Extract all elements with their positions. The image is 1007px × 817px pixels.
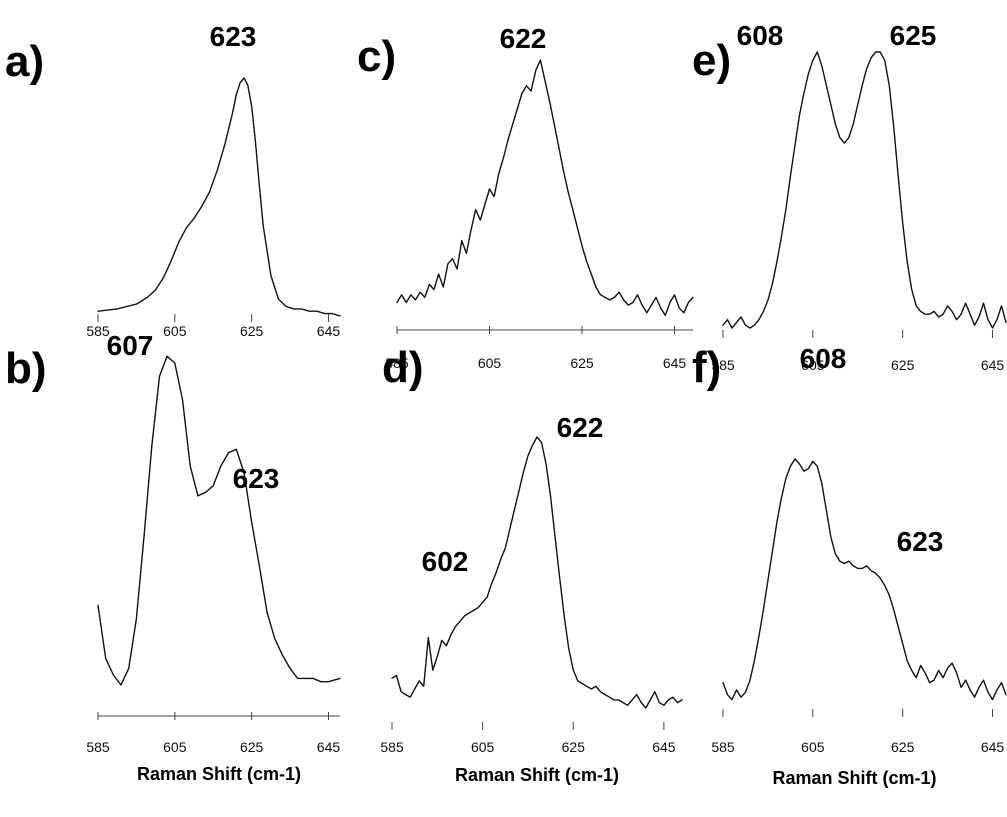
peak-label-c-622: 622: [500, 23, 547, 54]
peak-label-b-623: 623: [233, 463, 280, 494]
panel-letter-d: d): [382, 343, 424, 392]
peak-label-f-623: 623: [897, 526, 944, 557]
spectrum-line-f: [722, 458, 1007, 701]
peak-label-a-623: 623: [210, 21, 257, 52]
panel-a: a) 585 605 625 645 623: [5, 21, 341, 339]
tick-label-c-585: 585: [385, 355, 409, 371]
tick-label-b-585: 585: [86, 739, 110, 755]
tick-label-e-605: 605: [801, 357, 825, 373]
tick-label-c-605: 605: [478, 355, 502, 371]
x-axis-title-f: Raman Shift (cm-1): [772, 768, 936, 788]
tick-label-d-605: 605: [471, 739, 495, 755]
tick-label-f-645: 645: [981, 739, 1005, 755]
spectrum-line-a: [97, 77, 341, 317]
panel-letter-c: c): [357, 32, 396, 81]
tick-label-a-645: 645: [317, 323, 341, 339]
peak-label-d-622: 622: [557, 412, 604, 443]
spectrum-line-d: [391, 436, 683, 709]
tick-label-e-645: 645: [981, 357, 1005, 373]
tick-label-b-605: 605: [163, 739, 187, 755]
panel-c: c) 585 605 625 645 622: [357, 23, 694, 371]
tick-label-d-625: 625: [562, 739, 586, 755]
tick-label-a-605: 605: [163, 323, 187, 339]
spectrum-line-b: [97, 355, 341, 686]
x-axis-title-d: Raman Shift (cm-1): [455, 765, 619, 785]
panel-e: e) 585 605 625 645 608 625: [692, 20, 1007, 373]
panel-letter-a: a): [5, 37, 44, 86]
panel-letter-e: e): [692, 36, 731, 85]
tick-label-a-625: 625: [240, 323, 264, 339]
tick-label-b-625: 625: [240, 739, 264, 755]
tick-label-f-605: 605: [801, 739, 825, 755]
x-axis-title-b: Raman Shift (cm-1): [137, 764, 301, 784]
tick-label-b-645: 645: [317, 739, 341, 755]
tick-label-e-625: 625: [891, 357, 915, 373]
peak-label-f-608: 608: [800, 343, 847, 374]
tick-label-e-585: 585: [711, 357, 735, 373]
tick-label-f-625: 625: [891, 739, 915, 755]
peak-label-e-608: 608: [737, 20, 784, 51]
tick-label-d-585: 585: [380, 739, 404, 755]
tick-label-d-645: 645: [652, 739, 676, 755]
spectrum-line-e: [722, 51, 1007, 329]
spectrum-line-c: [396, 59, 694, 317]
tick-label-f-585: 585: [711, 739, 735, 755]
tick-label-a-585: 585: [86, 323, 110, 339]
peak-label-e-625: 625: [890, 20, 937, 51]
tick-label-c-625: 625: [570, 355, 594, 371]
peak-label-d-602: 602: [422, 546, 469, 577]
panel-letter-b: b): [5, 344, 47, 393]
tick-label-c-645: 645: [663, 355, 687, 371]
panel-letter-f: f): [692, 343, 721, 392]
panel-b: b) 585 605 625 645 607 623 Raman Shift (cm-1): [5, 330, 341, 784]
peak-label-b-607: 607: [107, 330, 154, 361]
